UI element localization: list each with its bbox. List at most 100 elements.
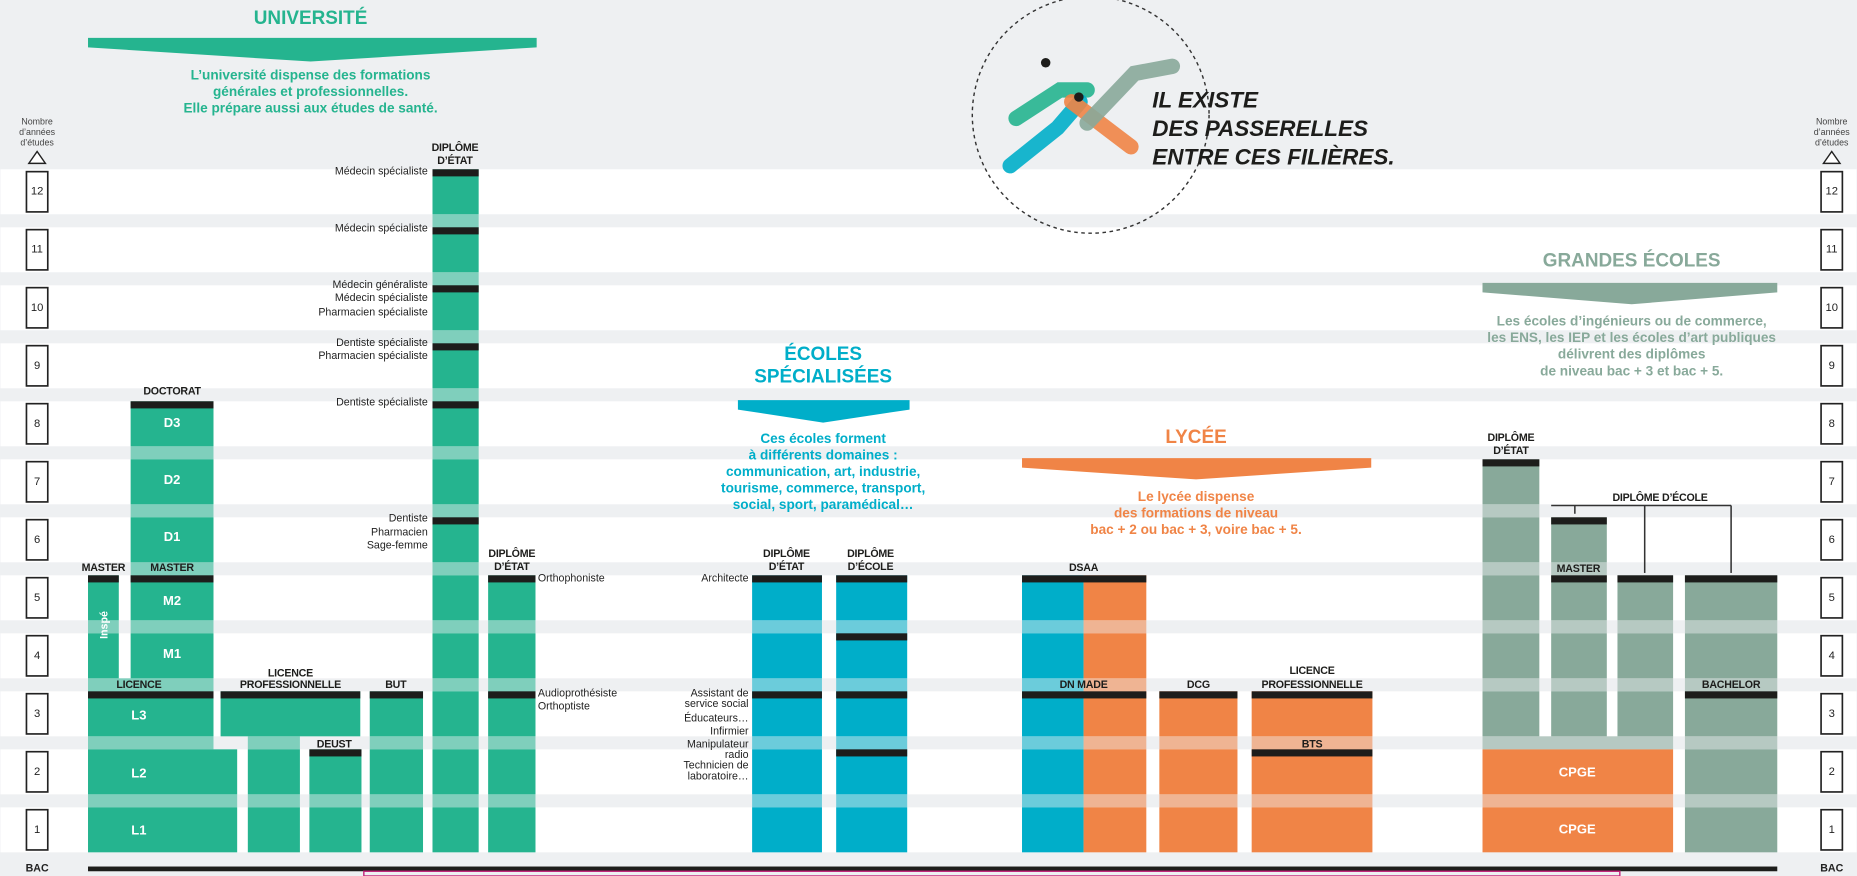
block <box>1551 678 1607 691</box>
axis-level: 6 <box>1829 534 1835 546</box>
section-title: SPÉCIALISÉES <box>754 366 892 388</box>
label: LICENCE <box>268 667 313 679</box>
label: MASTER <box>1557 563 1601 575</box>
axis-level: 1 <box>34 824 40 836</box>
label: Architecte <box>701 573 748 585</box>
axis-title: d’études <box>1815 138 1849 148</box>
block <box>1022 620 1084 633</box>
axis-level: 10 <box>31 302 44 314</box>
cap <box>1551 517 1607 524</box>
block <box>432 459 478 504</box>
cap <box>752 575 822 582</box>
block <box>836 620 907 633</box>
axis-level: 5 <box>34 592 40 604</box>
section-description: bac + 2 ou bac + 3, voire bac + 5. <box>1090 522 1301 537</box>
block <box>1617 691 1673 736</box>
axis-level: 7 <box>34 476 40 488</box>
axis-title: d’années <box>19 127 56 137</box>
cap <box>1617 575 1673 582</box>
axis-level: 2 <box>1829 766 1835 778</box>
block <box>1022 633 1084 678</box>
cap <box>836 749 907 756</box>
label: Audioprothésiste <box>538 688 617 700</box>
section-title: UNIVERSITÉ <box>254 7 368 29</box>
label: BTS <box>1302 738 1323 750</box>
label: BUT <box>385 679 407 691</box>
section-description: Ces écoles forment <box>760 431 886 446</box>
cap <box>752 691 822 698</box>
block <box>1483 504 1540 517</box>
block <box>248 736 300 749</box>
block <box>432 575 478 620</box>
label: DIPLÔME <box>488 547 535 560</box>
row-band <box>0 169 1856 214</box>
axis-title: Nombre <box>21 116 53 126</box>
block <box>1084 749 1147 794</box>
block <box>1159 807 1237 852</box>
axis-level: 9 <box>1829 360 1835 372</box>
block <box>432 562 478 575</box>
axis-level: 4 <box>1829 650 1835 662</box>
axis-level: 11 <box>1826 244 1838 256</box>
axis-base: BAC <box>26 863 49 875</box>
block <box>370 807 423 852</box>
label: DOCTORAT <box>143 386 201 398</box>
block <box>488 794 535 807</box>
section-description: Les écoles d’ingénieurs ou de commerce, <box>1497 314 1767 329</box>
label: PROFESSIONNELLE <box>240 679 341 691</box>
axis-level: 4 <box>34 650 40 662</box>
section-description: délivrent des diplômes <box>1558 347 1706 362</box>
block <box>836 794 907 807</box>
axis-level: 10 <box>1825 302 1838 314</box>
section-description: les ENS, les IEP et les écoles d’art pub… <box>1487 330 1776 345</box>
block-label: D2 <box>164 472 181 487</box>
block <box>370 794 423 807</box>
label: laboratoire… <box>688 770 749 782</box>
block <box>309 807 361 852</box>
block <box>488 633 535 678</box>
block <box>432 678 478 691</box>
block <box>1685 794 1777 807</box>
block <box>432 691 478 736</box>
block <box>1159 736 1237 749</box>
block-label: L2 <box>131 766 146 781</box>
block <box>1022 807 1084 852</box>
section-description: des formations de niveau <box>1114 505 1278 520</box>
block <box>248 794 300 807</box>
block <box>752 749 822 794</box>
axis-level: 5 <box>1829 592 1835 604</box>
section-title: GRANDES ÉCOLES <box>1543 250 1721 272</box>
block <box>752 807 822 852</box>
cap <box>1252 691 1373 698</box>
block <box>1252 807 1373 852</box>
block <box>1483 794 1674 807</box>
block <box>432 330 478 343</box>
label: MASTER <box>150 562 194 574</box>
block <box>1551 620 1607 633</box>
cap <box>1022 691 1146 698</box>
label: DEUST <box>317 738 353 750</box>
label: Infirmier <box>710 725 749 737</box>
label: DIPLÔME <box>432 141 479 154</box>
block <box>1685 807 1777 852</box>
label: BACHELOR <box>1702 679 1761 691</box>
axis-level: 3 <box>1829 708 1835 720</box>
block <box>488 678 535 691</box>
block <box>131 620 214 633</box>
label: Sage-femme <box>367 540 428 552</box>
block <box>88 749 237 794</box>
block <box>88 633 119 678</box>
section-description: générales et professionnelles. <box>213 84 408 99</box>
label: LICENCE <box>116 679 161 691</box>
label: Médecin spécialiste <box>335 165 428 177</box>
axis-title: d’années <box>1814 127 1851 137</box>
block <box>752 736 822 749</box>
callout-text: ENTRE CES FILIÈRES. <box>1152 145 1394 170</box>
person-icon <box>1041 58 1050 67</box>
axis-level: 3 <box>34 708 40 720</box>
block <box>432 504 478 517</box>
cap <box>432 517 478 524</box>
axis-level: 8 <box>1829 418 1835 430</box>
axis-level: 1 <box>1829 824 1835 836</box>
block-label: Inspé <box>98 611 110 639</box>
